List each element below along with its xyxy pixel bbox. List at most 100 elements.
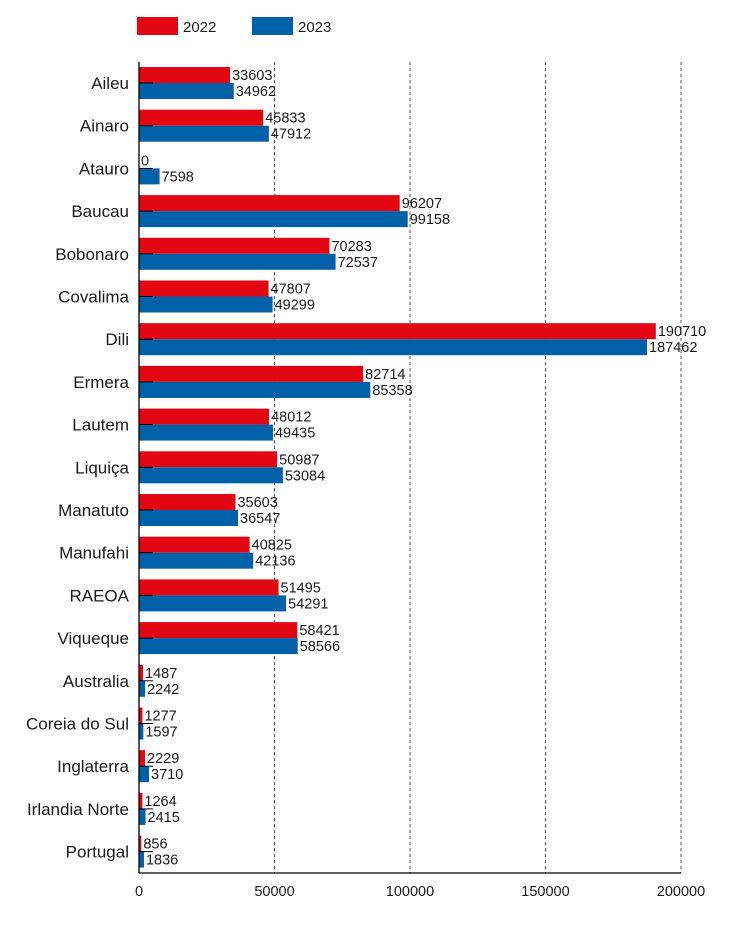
value-label-2022: 33603 bbox=[232, 68, 272, 84]
bar-2022 bbox=[139, 237, 330, 254]
bar-2023 bbox=[139, 83, 234, 99]
value-label-2023: 53084 bbox=[285, 468, 325, 484]
category-label: Ermera bbox=[73, 373, 129, 392]
value-label-2023: 3710 bbox=[151, 767, 183, 783]
bar-2023 bbox=[139, 381, 371, 398]
category-label: Baucau bbox=[71, 202, 129, 221]
category-label: RAEOA bbox=[69, 586, 129, 605]
value-label-2022: 1277 bbox=[144, 709, 176, 725]
legend-swatch-2023 bbox=[252, 17, 293, 35]
value-label-2022: 2229 bbox=[147, 751, 179, 767]
category-label: Irlandia Norte bbox=[27, 800, 129, 819]
bar-2023 bbox=[139, 510, 239, 526]
value-label-2022: 35603 bbox=[237, 495, 277, 511]
value-label-2023: 34962 bbox=[236, 84, 276, 100]
bar-2023 bbox=[139, 680, 146, 697]
x-tick-label: 50000 bbox=[254, 884, 294, 900]
category-label: Viqueque bbox=[57, 629, 129, 648]
bar-2023 bbox=[139, 424, 273, 441]
bar-2022 bbox=[139, 408, 270, 425]
value-label-2023: 47912 bbox=[271, 127, 311, 143]
x-tick-label: 200000 bbox=[657, 884, 705, 900]
bar-2023 bbox=[139, 766, 150, 783]
value-label-2023: 58566 bbox=[300, 639, 340, 655]
bar-2022 bbox=[139, 622, 298, 639]
bar-2022 bbox=[139, 835, 142, 852]
value-label-2022: 0 bbox=[141, 153, 149, 169]
value-label-2023: 36547 bbox=[240, 511, 280, 527]
value-label-2023: 99158 bbox=[410, 212, 450, 228]
legend-label-2022: 2022 bbox=[183, 19, 216, 36]
value-label-2022: 48012 bbox=[271, 410, 311, 426]
bar-2023 bbox=[139, 125, 269, 142]
category-label: Manufahi bbox=[59, 544, 129, 563]
bar-2023 bbox=[139, 723, 144, 740]
bar-2022 bbox=[139, 195, 400, 212]
grid bbox=[274, 62, 682, 873]
value-label-2022: 856 bbox=[143, 837, 167, 853]
value-label-2022: 82714 bbox=[365, 367, 405, 383]
axes: 0 50000 100000 150000 200000 bbox=[135, 62, 705, 900]
bar-2022 bbox=[139, 494, 236, 510]
category-label: Australia bbox=[63, 672, 130, 691]
category-label: Bobonaro bbox=[55, 245, 129, 264]
value-label-2022: 40825 bbox=[252, 538, 292, 554]
bar-2022 bbox=[139, 792, 143, 809]
x-tick-label: 100000 bbox=[386, 884, 434, 900]
category-label: Ainaro bbox=[80, 117, 129, 136]
legend-swatch-2022 bbox=[137, 17, 178, 35]
bar-2022 bbox=[139, 707, 143, 724]
category-label: Lautem bbox=[72, 416, 129, 435]
bar-2022 bbox=[139, 365, 364, 382]
value-label-2023: 54291 bbox=[288, 596, 328, 612]
bar-2023 bbox=[139, 638, 298, 655]
value-label-2023: 49299 bbox=[275, 298, 315, 314]
bar-2023 bbox=[139, 168, 160, 185]
category-label: Dili bbox=[105, 330, 129, 349]
bar-2023 bbox=[139, 851, 144, 868]
value-label-2023: 7598 bbox=[162, 169, 194, 185]
bar-2023 bbox=[139, 467, 283, 484]
value-label-2022: 58421 bbox=[299, 623, 339, 639]
value-label-2023: 72537 bbox=[338, 255, 378, 271]
bar-2022 bbox=[139, 536, 250, 553]
value-label-2023: 49435 bbox=[275, 426, 315, 442]
value-label-2023: 1836 bbox=[146, 853, 178, 869]
bar-2023 bbox=[139, 552, 254, 569]
value-label-2022: 96207 bbox=[402, 196, 442, 212]
value-label-2023: 187462 bbox=[649, 340, 697, 356]
value-label-2022: 190710 bbox=[658, 324, 706, 340]
x-tick-label: 0 bbox=[135, 884, 143, 900]
category-label: Inglaterra bbox=[57, 757, 129, 776]
value-label-2022: 1487 bbox=[145, 666, 177, 682]
legend-label-2023: 2023 bbox=[298, 19, 331, 36]
value-label-2023: 2242 bbox=[147, 682, 179, 698]
category-label: Portugal bbox=[66, 843, 129, 862]
value-label-2022: 45833 bbox=[265, 111, 305, 127]
bar-2022 bbox=[139, 109, 264, 126]
bar-2023 bbox=[139, 595, 287, 612]
bar-2023 bbox=[139, 211, 408, 228]
category-label: Coreia do Sul bbox=[26, 715, 129, 734]
bar-2022 bbox=[139, 664, 144, 681]
bar-2023 bbox=[139, 808, 146, 825]
legend: 2022 2023 bbox=[137, 17, 331, 36]
bar-2023 bbox=[139, 339, 648, 356]
bar-2022 bbox=[139, 67, 231, 83]
value-label-2023: 1597 bbox=[145, 725, 177, 741]
bar-2023 bbox=[139, 253, 336, 270]
bar-2023 bbox=[139, 296, 273, 313]
category-label: Manatuto bbox=[58, 501, 129, 520]
value-label-2023: 2415 bbox=[148, 810, 180, 826]
bar-2022 bbox=[139, 280, 269, 297]
category-label: Liquiça bbox=[75, 458, 129, 477]
bars bbox=[139, 67, 656, 868]
bar-2022 bbox=[139, 451, 278, 468]
value-label-2022: 70283 bbox=[331, 239, 371, 255]
value-label-2022: 50987 bbox=[279, 452, 319, 468]
value-label-2023: 42136 bbox=[255, 554, 295, 570]
bar-2022 bbox=[139, 323, 656, 340]
value-label-2022: 1264 bbox=[144, 794, 176, 810]
